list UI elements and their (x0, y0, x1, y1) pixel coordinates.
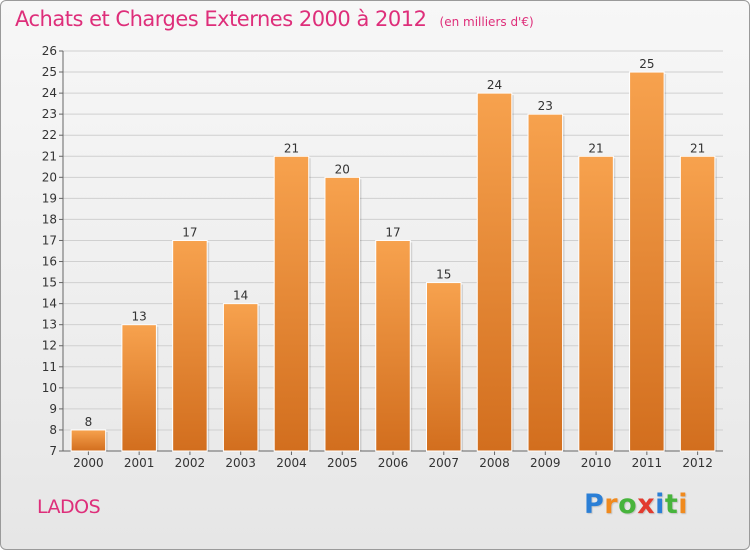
logo-letter: x (637, 489, 656, 520)
bar-value-label: 17 (182, 225, 197, 239)
y-tick-label: 19 (42, 191, 57, 205)
commune-name: LADOS (37, 496, 101, 518)
bar-value-label: 21 (690, 141, 705, 155)
y-tick-label: 11 (42, 360, 57, 374)
bar (527, 113, 564, 452)
bars (70, 71, 717, 452)
logo-letter: r (604, 489, 619, 520)
bar (679, 155, 716, 452)
y-tick-label: 7 (49, 444, 57, 458)
y-tick-label: 23 (42, 107, 57, 121)
x-tick-label: 2012 (682, 456, 713, 470)
bar-value-label: 14 (233, 289, 248, 303)
x-tick-label: 2009 (530, 456, 561, 470)
y-tick-label: 21 (42, 149, 57, 163)
y-tick-label: 17 (42, 233, 57, 247)
y-tick-label: 16 (42, 255, 57, 269)
title-block: Achats et Charges Externes 2000 à 2012 (… (15, 7, 534, 31)
labels: 7 8 9 10 11 12 13 14 15 16 17 18 19 20 21 22 23 24 25 26 8 20… (42, 44, 713, 470)
logo-letter: o (618, 489, 638, 520)
y-tick-label: 24 (42, 86, 57, 100)
y-tick-label: 20 (42, 170, 57, 184)
y-tick-label: 18 (42, 212, 57, 226)
logo-letter: t (664, 489, 679, 520)
bar (476, 92, 513, 452)
x-tick-label: 2001 (124, 456, 155, 470)
bar-value-label: 25 (639, 57, 654, 71)
bar-value-label: 20 (335, 162, 350, 176)
bar (324, 176, 360, 452)
y-tick-label: 13 (42, 318, 57, 332)
bar (375, 239, 411, 452)
logo-letter: P (584, 489, 605, 520)
bar (172, 239, 208, 452)
bar-value-label: 13 (132, 310, 147, 324)
bar (629, 71, 665, 452)
x-tick-label: 2002 (175, 456, 206, 470)
x-tick-label: 2000 (73, 456, 104, 470)
bar (426, 282, 462, 452)
bar (273, 155, 310, 452)
x-tick-label: 2008 (479, 456, 510, 470)
x-tick-label: 2007 (428, 456, 459, 470)
x-tick-label: 2004 (276, 456, 307, 470)
y-tick-label: 22 (42, 128, 57, 142)
bar (70, 429, 107, 452)
y-tick-label: 9 (49, 402, 57, 416)
bar (121, 324, 157, 452)
y-tick-label: 10 (42, 381, 57, 395)
y-tick-label: 8 (49, 423, 57, 437)
bar-value-label: 23 (538, 99, 553, 113)
y-tick-label: 26 (42, 44, 57, 58)
x-tick-label: 2011 (632, 456, 663, 470)
bar-value-label: 24 (487, 78, 502, 92)
bar-value-label: 17 (385, 225, 400, 239)
bar-value-label: 21 (588, 141, 603, 155)
y-tick-label: 25 (42, 65, 57, 79)
chart-subtitle: (en milliers d'€) (439, 15, 534, 29)
bar (222, 303, 259, 452)
y-tick-label: 15 (42, 276, 57, 290)
y-tick-label: 14 (42, 297, 57, 311)
bar (578, 155, 614, 452)
proxiti-logo: Proxiti (584, 489, 688, 520)
bar-value-label: 15 (436, 268, 451, 282)
y-tick-label: 12 (42, 339, 57, 353)
x-tick-label: 2006 (378, 456, 409, 470)
chart-title: Achats et Charges Externes 2000 à 2012 (15, 7, 427, 31)
bar-value-label: 21 (284, 141, 299, 155)
x-tick-label: 2010 (581, 456, 612, 470)
x-tick-label: 2003 (225, 456, 256, 470)
logo-letter: i (655, 489, 665, 520)
logo-letter: i (678, 489, 689, 520)
bar-value-label: 8 (85, 415, 93, 429)
x-tick-label: 2005 (327, 456, 358, 470)
